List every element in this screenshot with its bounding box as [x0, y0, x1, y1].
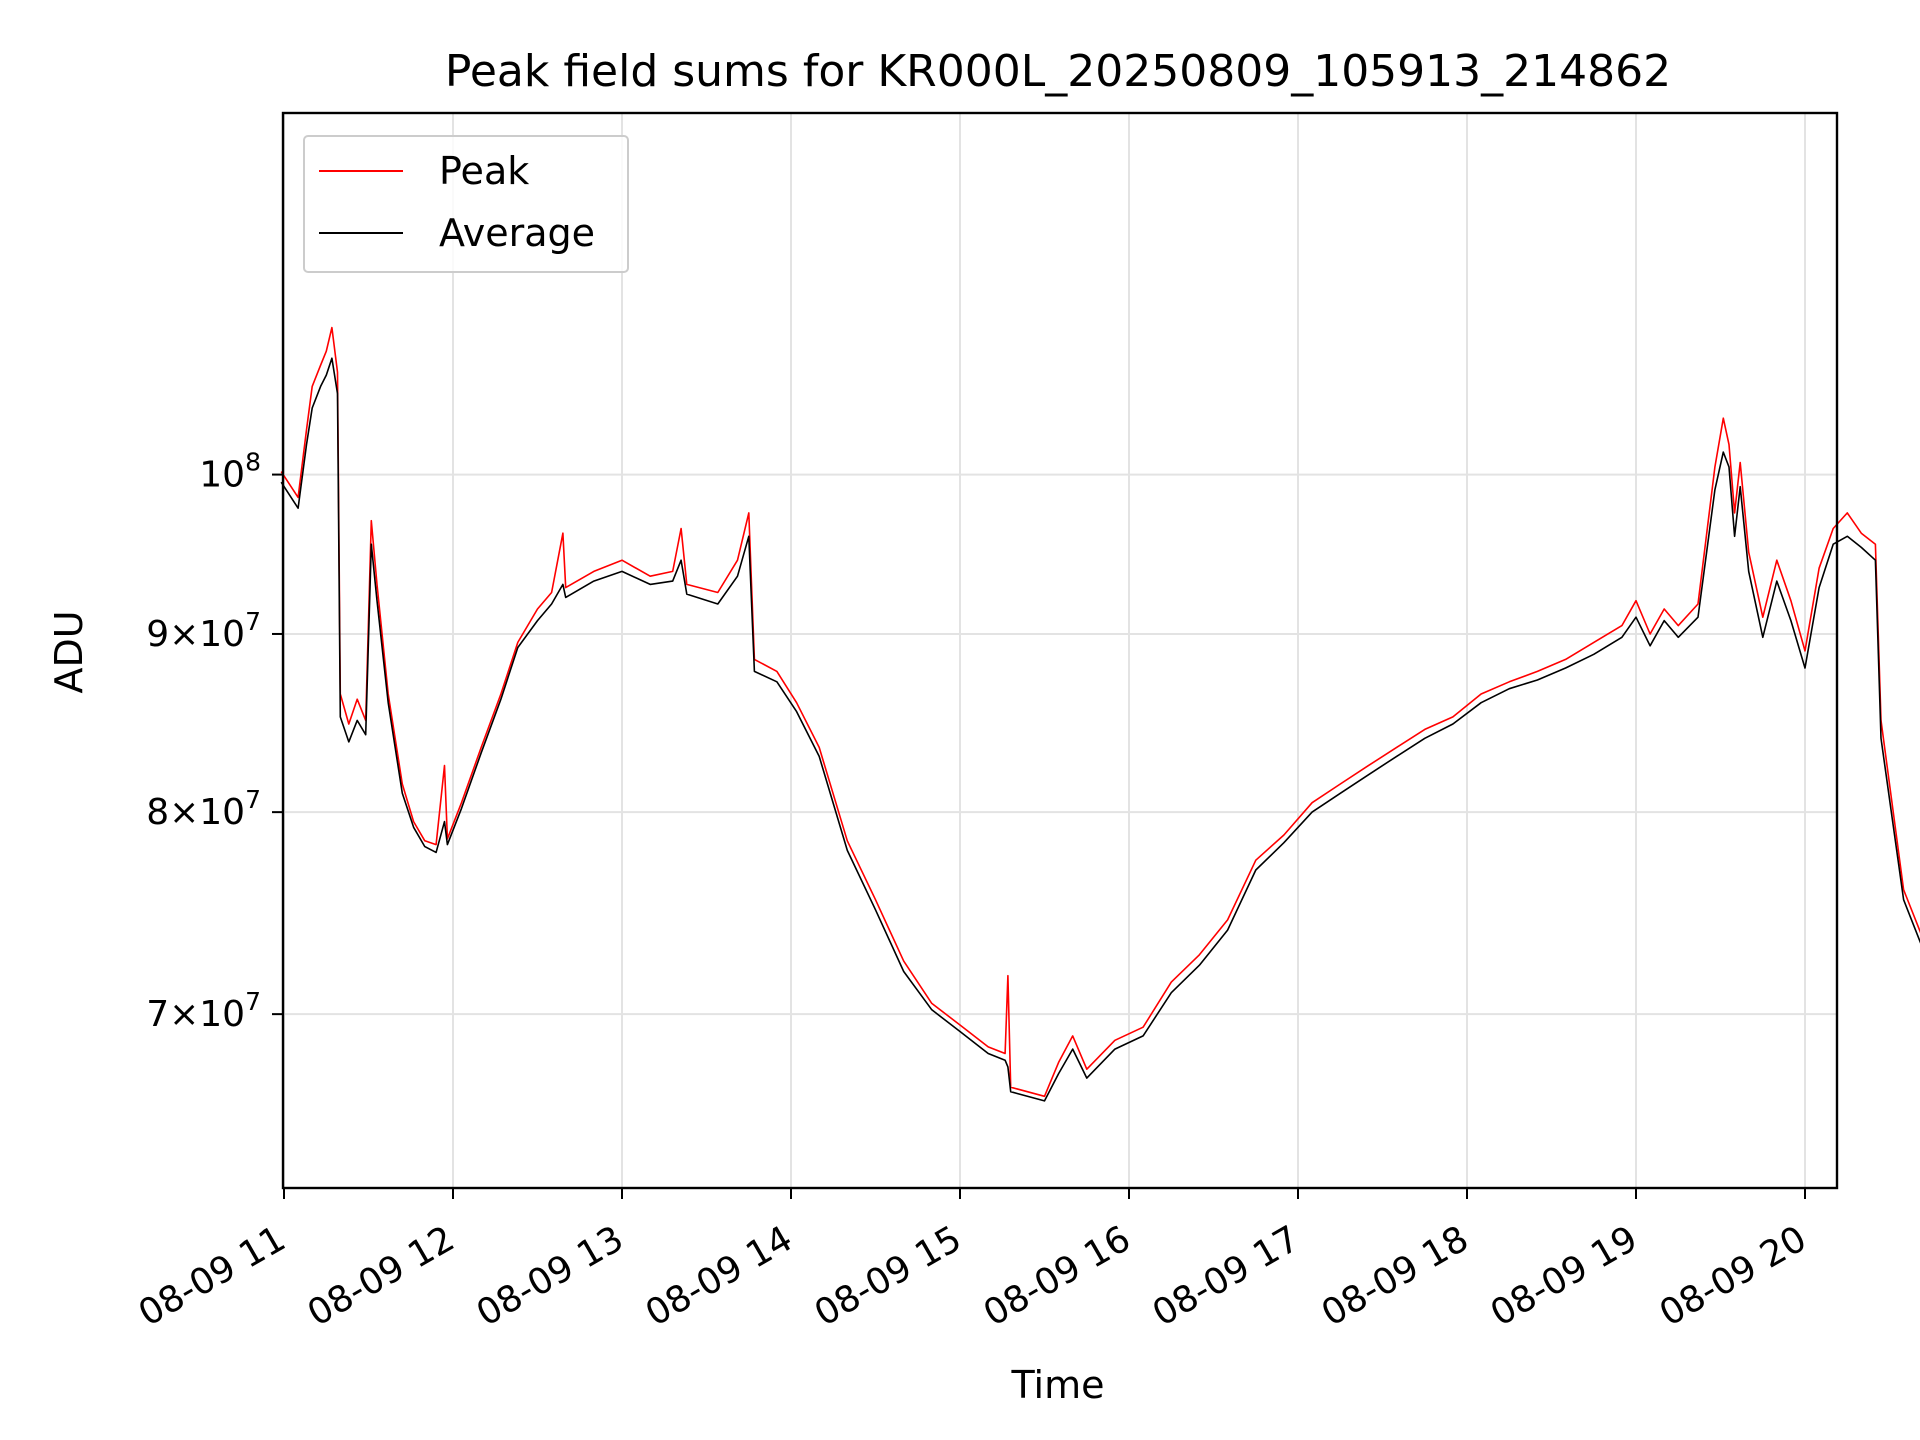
y-axis: 7×107 8×107 9×107 108 [146, 448, 283, 1035]
y-axis-label: ADU [47, 610, 91, 693]
gridlines [283, 113, 1837, 1188]
x-tick-label: 08-09 12 [301, 1218, 462, 1334]
plot-frame [281, 111, 1839, 1190]
x-tick-label: 08-09 11 [132, 1218, 293, 1334]
chart-title: Peak field sums for KR000L_20250809_1059… [445, 46, 1671, 97]
x-tick-label: 08-09 19 [1484, 1218, 1645, 1334]
y-tick-label: 108 [199, 448, 261, 496]
x-axis-label: Time [1011, 1363, 1105, 1407]
x-axis: 08-09 11 08-09 12 08-09 13 08-09 14 08-09 15… [132, 1188, 1814, 1335]
x-tick-label: 08-09 14 [639, 1218, 800, 1334]
legend-swatch-peak [319, 170, 403, 172]
plot-lines [280, 326, 1920, 1102]
series-line-average [280, 357, 1920, 1102]
legend: Peak Average [303, 135, 629, 273]
x-tick-label: 08-09 20 [1653, 1218, 1814, 1334]
series-line-peak [280, 326, 1920, 1098]
legend-item-average: Average [319, 214, 595, 252]
legend-item-peak: Peak [319, 152, 529, 190]
x-tick-label: 08-09 13 [470, 1218, 631, 1334]
legend-swatch-average [319, 232, 403, 234]
legend-label-peak: Peak [439, 149, 530, 193]
y-tick-label: 7×107 [146, 987, 261, 1035]
legend-label-average: Average [439, 211, 596, 255]
x-tick-label: 08-09 16 [977, 1218, 1138, 1334]
x-tick-label: 08-09 15 [808, 1218, 969, 1334]
x-tick-label: 08-09 17 [1146, 1218, 1307, 1334]
x-tick-label: 08-09 18 [1315, 1218, 1476, 1334]
y-tick-label: 8×107 [146, 785, 261, 833]
y-tick-label: 9×107 [146, 607, 261, 655]
